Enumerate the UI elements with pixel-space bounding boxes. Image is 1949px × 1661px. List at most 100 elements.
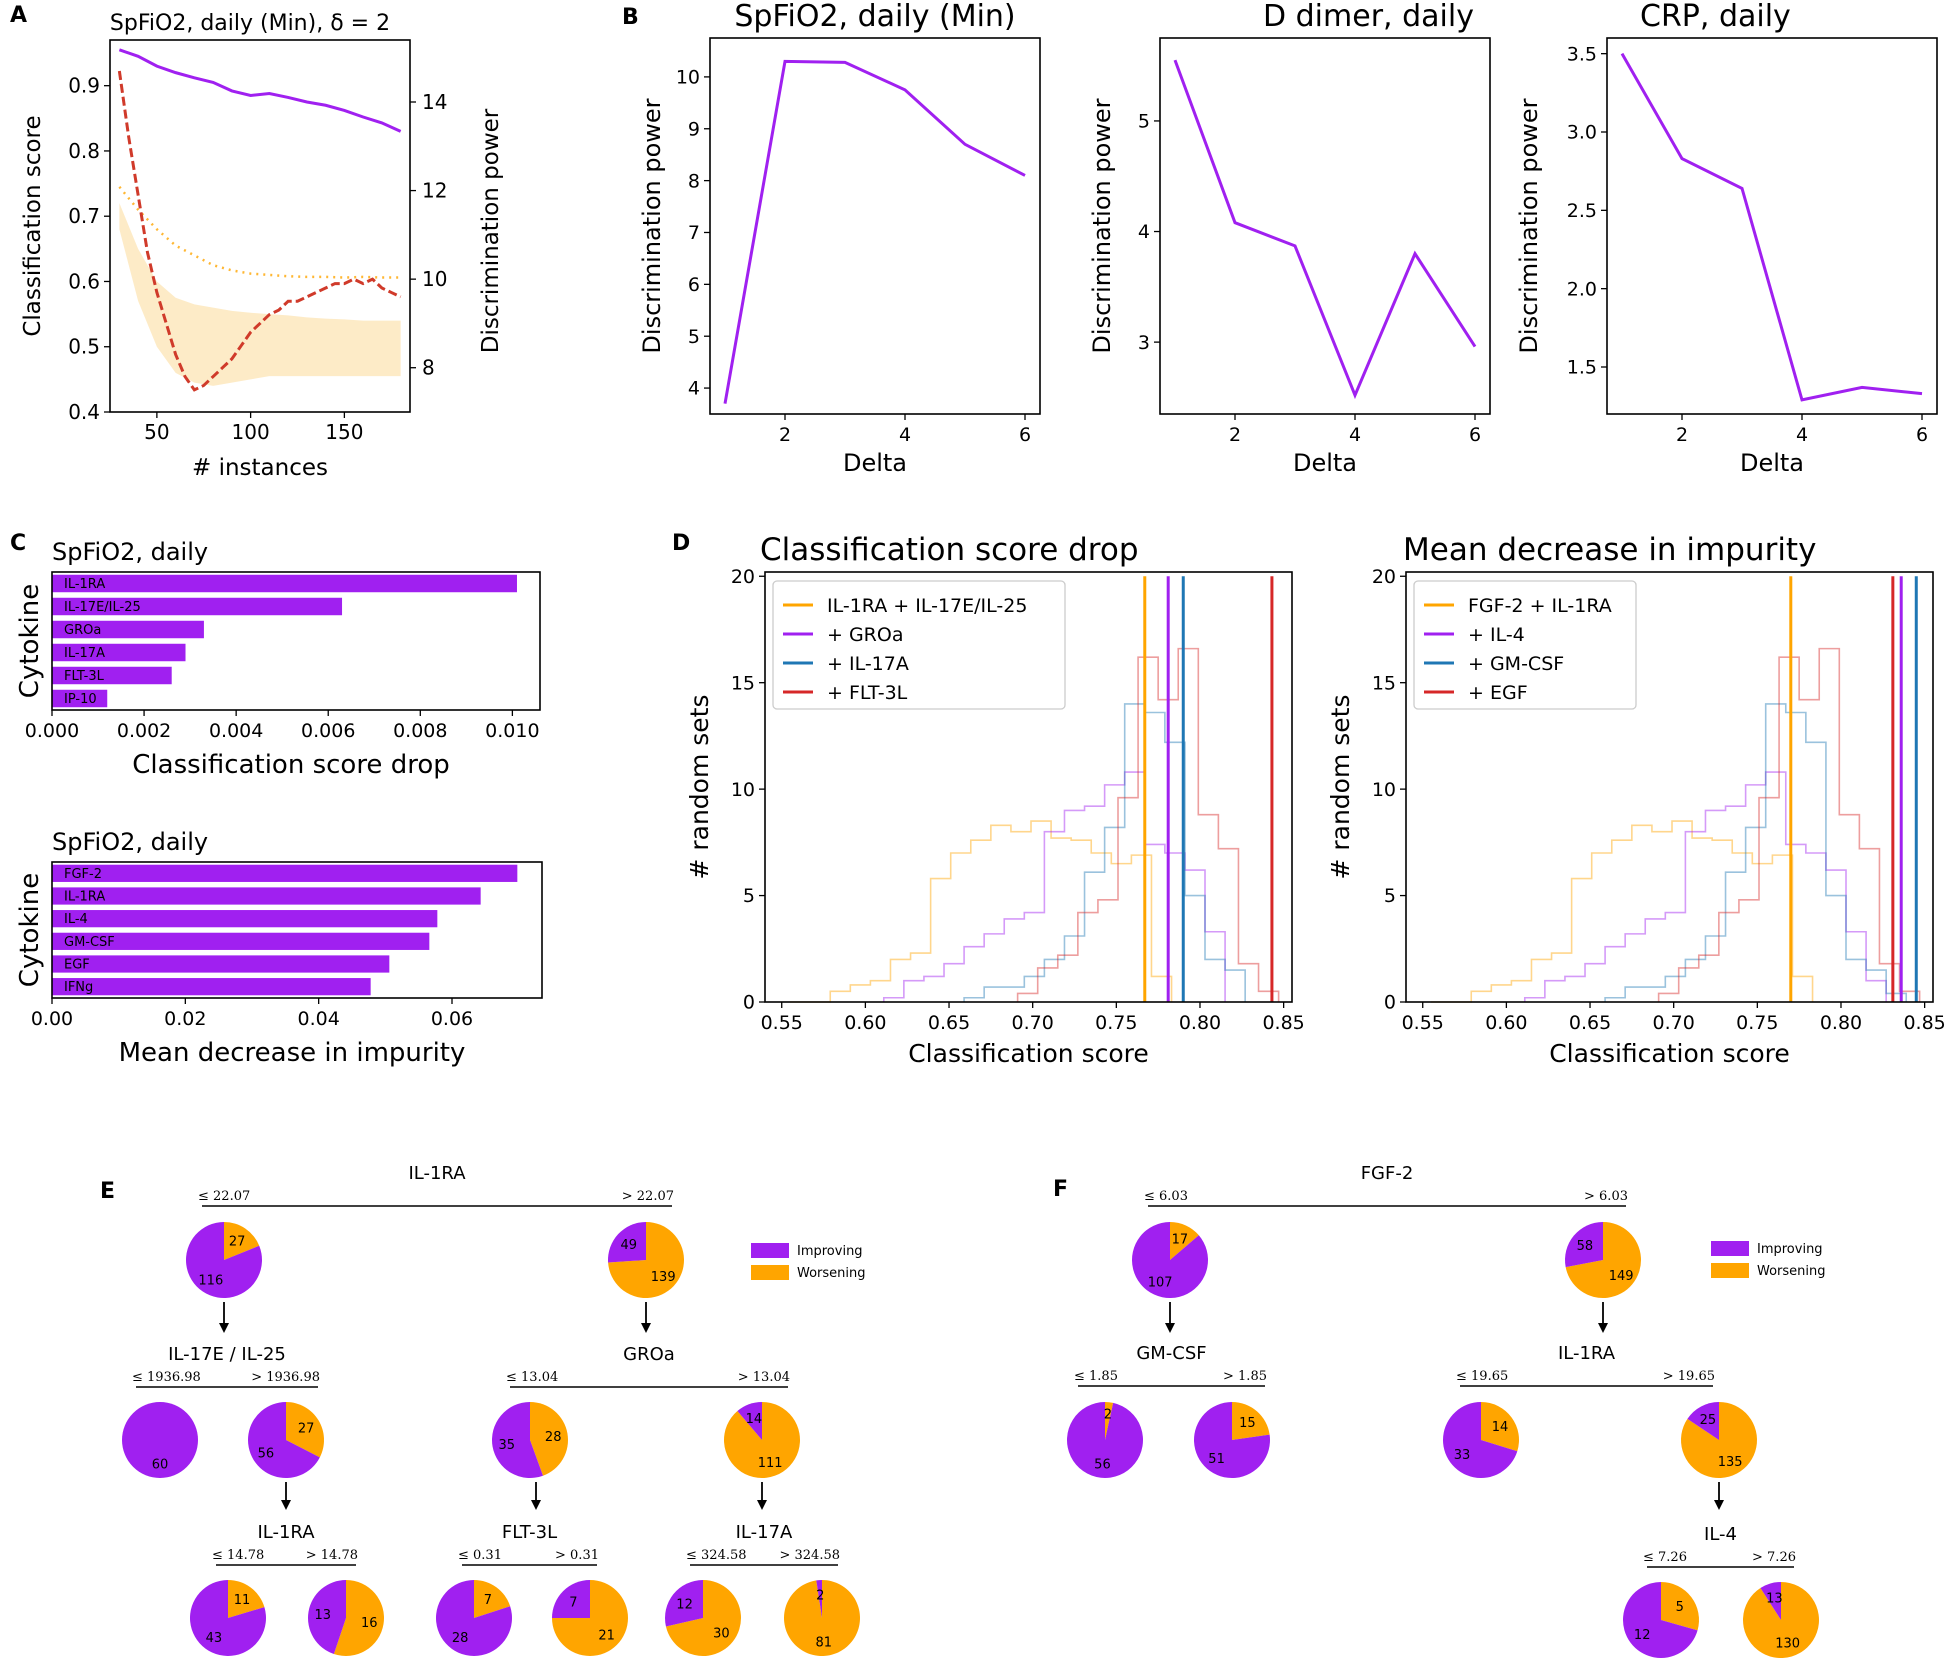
panel-b3-xtick-label: 4 <box>1796 424 1808 446</box>
panel-b1-ytick-label: 8 <box>688 170 700 192</box>
tree-f-legend-improving-swatch <box>1711 1241 1749 1256</box>
panel-d2-legend-label: FGF-2 + IL-1RA <box>1468 595 1612 617</box>
panel-a-y2tick-label: 10 <box>422 267 447 291</box>
panel-d2-legend <box>1413 580 1637 710</box>
panel-a-y2tick-label: 8 <box>422 356 435 380</box>
panel-d1-xtick-label: 0.65 <box>928 1012 970 1034</box>
panel-b1-ytick-label: 6 <box>688 274 700 296</box>
tree-e-leaf1-right-pie-worsening <box>333 1580 384 1656</box>
tree-e-root-left-pie-improving-count: 116 <box>198 1274 223 1289</box>
tree-e-root-split-left: ≤ 22.07 <box>198 1189 250 1204</box>
tree-e-leaf2-left-pie-improving-count: 28 <box>452 1631 469 1646</box>
panel-d2-legend-label: + EGF <box>1468 682 1528 704</box>
tree-f-root-left-pie-worsening <box>1170 1222 1199 1260</box>
panel-c2-title: SpFiO2, daily <box>52 828 208 856</box>
tree-e-sub2-right-pie: 14 111 <box>723 1402 800 1478</box>
panel-c1-xtick-label: 0.004 <box>209 720 263 742</box>
tree-e-leaf3-split-left: ≤ 324.58 <box>686 1548 747 1563</box>
panel-b3-ytick-label: 3.5 <box>1567 43 1597 65</box>
tree-f-sub2-right-pie-worsening-count: 135 <box>1718 1455 1743 1470</box>
panel-a-y2label: Discrimination power <box>478 108 504 353</box>
panel-c1-bar-groa <box>52 620 204 639</box>
tree-e-sub1-right-pie-improving <box>247 1402 320 1478</box>
panel-c2-xlabel: Mean decrease in impurity <box>119 1038 466 1068</box>
panel-c1-bar-il-17e-il-25 <box>52 597 343 616</box>
panel-b2-ytick-label: 4 <box>1138 221 1150 243</box>
panel-b1-xlabel: Delta <box>843 449 907 477</box>
panel-b3-xlabel: Delta <box>1740 449 1804 477</box>
tree-e-leaf3-left-pie-worsening-count: 30 <box>713 1627 730 1642</box>
tree-f-a3-arrow-head <box>1714 1500 1724 1510</box>
tree-e-leaf1-right-pie-worsening-count: 16 <box>361 1616 378 1631</box>
panel-b3-ytick-label: 2.0 <box>1567 278 1597 300</box>
tree-e-root-split-label: IL-1RA <box>408 1163 466 1184</box>
tree-e-sub2-split-left: ≤ 13.04 <box>506 1370 558 1385</box>
tree-f-sub2-right-pie-improving <box>1687 1402 1719 1440</box>
tree-f-sub2-split-label: IL-1RA <box>1558 1343 1616 1364</box>
tree-f-sub2-left-pie-improving-count: 33 <box>1454 1448 1471 1463</box>
panel-a-random-band <box>119 203 401 386</box>
panel-d2-hist-1 <box>1431 820 1814 1003</box>
tree-e-leaf2-right-pie-improving-count: 7 <box>569 1595 577 1610</box>
tree-e-leaf2-right-pie: 7 21 <box>552 1580 628 1656</box>
panel-c2-bar-il-1ra <box>52 887 481 905</box>
panel-c1-bar-label: IL-1RA <box>64 577 105 592</box>
panel-c2-ylabel: Cytokine <box>15 873 45 987</box>
tree-e-root-right-pie-worsening-count: 139 <box>651 1270 676 1285</box>
tree-f-sub1-split-right: > 1.85 <box>1223 1369 1267 1384</box>
panel-d2-legend-label: + GM-CSF <box>1468 653 1564 675</box>
tree-e-leaf2-right-pie-worsening-count: 21 <box>598 1629 615 1644</box>
tree-e-leaf3-right-pie-improving <box>816 1580 822 1618</box>
tree-e-sub1-right-pie-worsening-count: 27 <box>298 1422 315 1437</box>
tree-e-leaf2-left-pie: 28 7 <box>436 1580 512 1657</box>
panel-a-random-mean-line <box>118 186 401 279</box>
tree-f-root-right-pie-improving <box>1565 1222 1603 1268</box>
tree-f-sub1-left-pie-worsening <box>1105 1402 1114 1440</box>
panel-a-xtick-label: 50 <box>144 420 169 444</box>
panel-d1-frame <box>764 571 1293 1003</box>
tree-f-leaf1-right-pie: 13 130 <box>1743 1582 1819 1659</box>
panel-c1-xtick-label: 0.002 <box>117 720 171 742</box>
tree-e-sub2-left-pie-improving-count: 35 <box>499 1438 516 1453</box>
panel-c1-bar-il-17a <box>52 643 186 662</box>
panel-d1-legend <box>772 580 1066 710</box>
tree-e-root-left-pie-worsening <box>224 1222 260 1260</box>
panel-d1-xlabel: Classification score <box>908 1039 1149 1068</box>
panel-a-ytick-label: 0.8 <box>68 139 100 163</box>
tree-e-sub2-right-pie-worsening <box>723 1402 800 1478</box>
tree-e-root-left-pie-worsening-count: 27 <box>229 1234 246 1249</box>
tree-e-leaf3-left-pie: 12 30 <box>665 1580 741 1657</box>
panel-c2-bar-gm-csf <box>52 932 430 950</box>
panel-d1-ytick-label: 15 <box>731 672 755 694</box>
panel-letter-e: E <box>100 1179 115 1204</box>
panel-c1-title: SpFiO2, daily <box>52 538 208 566</box>
panel-b3-line <box>1620 52 1923 402</box>
panel-d2-xtick-label: 0.55 <box>1402 1012 1444 1034</box>
tree-e-leaf3-left-pie-improving-count: 12 <box>676 1597 693 1612</box>
tree-e-root-right-pie-improving-count: 49 <box>621 1238 638 1253</box>
tree-e-leaf2-left-pie-worsening-count: 7 <box>484 1593 492 1608</box>
tree-e-sub2-right-pie-worsening-count: 111 <box>758 1456 783 1471</box>
tree-f-sub2-left-pie-worsening <box>1481 1402 1520 1452</box>
panel-d1-hist-1 <box>790 820 1173 1003</box>
panel-b1-xtick-label: 6 <box>1019 424 1031 446</box>
tree-e-sub2-left-pie-improving <box>492 1402 543 1479</box>
tree-e-legend-worsening-swatch <box>751 1265 789 1280</box>
tree-f-sub1-left-pie-improving <box>1066 1402 1143 1478</box>
tree-e-leaf2-split-label: FLT-3L <box>502 1522 557 1543</box>
panel-b2-frame <box>1159 37 1491 415</box>
panel-d2-xtick-label: 0.80 <box>1820 1012 1862 1034</box>
tree-e-a4-arrow-head <box>531 1500 541 1510</box>
panel-b1-ytick-label: 4 <box>688 378 700 400</box>
tree-f-leaf1-left-pie-improving-count: 12 <box>1634 1628 1651 1643</box>
panel-a-frame <box>109 39 411 413</box>
panel-d1-xtick-label: 0.70 <box>1012 1012 1054 1034</box>
tree-f-sub1-right-pie-improving <box>1194 1402 1270 1479</box>
tree-e-a3-arrow-head <box>281 1500 291 1510</box>
tree-f-leaf1-right-pie-worsening-count: 130 <box>1775 1637 1800 1652</box>
panel-b2-xtick-label: 6 <box>1469 424 1481 446</box>
tree-f-legend-worsening: Worsening <box>1757 1264 1826 1279</box>
panel-letter-c: C <box>10 531 26 556</box>
panel-b1-line <box>723 59 1026 404</box>
tree-e-legend-improving: Improving <box>797 1244 863 1259</box>
